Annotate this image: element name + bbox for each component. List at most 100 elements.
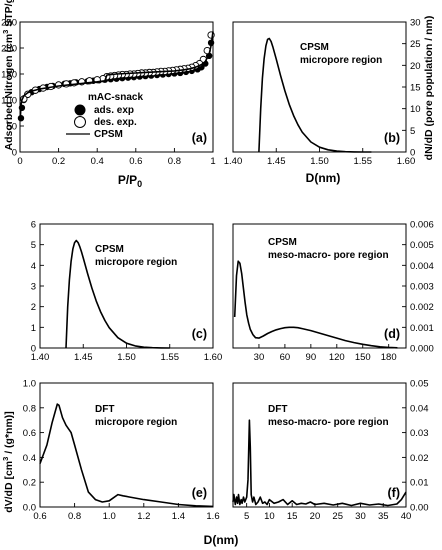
- panel-e-series-line: [39, 403, 214, 508]
- panel-e-title-line: DFT: [95, 404, 114, 415]
- panel-d-frame: [232, 223, 407, 349]
- panel-a-xtick-label: 0.8: [168, 156, 181, 167]
- panel-d-xtick-label: 150: [355, 352, 371, 363]
- panel-e-xtick-label: 1.6: [206, 511, 219, 522]
- panel-b-ylabel: dN/dD (pore population / nm): [423, 16, 435, 161]
- panel-e-xtick-label: 0.8: [68, 511, 81, 522]
- panel-e-ytick-label: 0.0: [23, 503, 36, 514]
- panel-f-title-line: DFT: [268, 404, 287, 415]
- panel-f-ytick-label: 0.00: [410, 503, 429, 514]
- panel-d-title-line: meso-macro- pore region: [268, 250, 389, 261]
- panel-e-dft-micropore: 0.6 0.8 1.0 1.2 1.4 1.6 0.0 0.2 0.4 0.6 0.8 1.0 (e) D…: [23, 379, 220, 523]
- panel-c-xtick-label: 1.40: [31, 352, 50, 363]
- panel-a-xtick-label: 0.2: [52, 156, 65, 167]
- panel-a-xtick-label: 0.6: [129, 156, 142, 167]
- panel-a-legend-title: mAC-snack: [88, 92, 143, 103]
- panel-b-xtick-label: 1.50: [310, 156, 329, 167]
- panel-c-title-line: CPSM: [95, 244, 124, 255]
- panel-b-series-line: [258, 37, 372, 153]
- panel-c-xtick-label: 1.60: [204, 352, 223, 363]
- panel-e-ytick-label: 0.4: [23, 453, 36, 464]
- panel-e-title-line: micropore region: [95, 417, 177, 428]
- panel-e-letter: (e): [192, 486, 207, 500]
- panel-f-xtick-label: 40: [401, 511, 412, 522]
- panel-a-xlabel-sub: 0: [137, 179, 142, 189]
- panel-a-ytick-label: 50: [6, 122, 17, 133]
- panel-d-title-line: CPSM: [268, 237, 297, 248]
- panel-a-ytick-label: 250: [1, 18, 17, 29]
- panel-a-ylabel-main: Adsorbed Nitrogen (cm: [3, 34, 15, 151]
- panel-b-ytick-label: 15: [410, 83, 421, 94]
- panel-a-ytick-label: 150: [1, 70, 17, 81]
- panel-f-letter: (f): [388, 486, 401, 500]
- panel-b-xtick-label: 1.45: [267, 156, 286, 167]
- panel-a-legend-entry: des. exp.: [94, 117, 137, 128]
- panel-f-ytick-label: 0.02: [410, 453, 429, 464]
- panel-e-xtick-label: 1.0: [103, 511, 116, 522]
- panel-d-ytick-label: 0.004: [410, 261, 434, 272]
- panel-f-xtick-label: 35: [378, 511, 389, 522]
- panel-d-series-line: [233, 260, 398, 349]
- panel-d-letter: (d): [384, 327, 400, 341]
- panel-d-xtick-label: 180: [381, 352, 397, 363]
- lower-ylabel-sup: 3: [1, 457, 10, 461]
- panel-a-frame: [19, 21, 214, 153]
- panel-c-ytick-label: 3: [31, 282, 36, 293]
- panel-b-ytick-label: 0: [410, 148, 415, 159]
- panel-e-xtick-label: 1.4: [172, 511, 185, 522]
- panel-e-xtick-label: 1.2: [137, 511, 150, 522]
- panel-d-xtick-label: 90: [306, 352, 317, 363]
- panel-c-ytick-label: 4: [31, 261, 36, 272]
- panel-b-cpsm-micropore-number: 1.40 1.45 1.50 1.55 1.600 5 10 15 20 25 30 (b) CPSM m…: [224, 18, 421, 168]
- panel-d-cpsm-mesomacropore: 30 60 90 120 150 180 0.000 0.001 0.002 0.003 0.004…: [232, 220, 434, 363]
- panel-b-ytick-label: 25: [410, 39, 421, 50]
- panel-a-ytick-label: 0: [12, 148, 17, 159]
- panel-b-ytick-label: 10: [410, 104, 421, 115]
- panel-d-ytick-label: 0.006: [410, 220, 434, 231]
- panel-d-ytick-label: 0.002: [410, 302, 434, 313]
- panel-d-ytick-label: 0.000: [410, 344, 434, 355]
- panel-b-xlabel: D(nm): [306, 171, 341, 185]
- panel-a-ads-point: [18, 104, 26, 112]
- panel-c-letter: (c): [192, 327, 207, 341]
- panel-d-xtick-label: 60: [280, 352, 291, 363]
- lower-ylabel-post: / (g*nm)]: [3, 411, 15, 457]
- panel-c-title-line: micropore region: [95, 257, 177, 268]
- panel-f-xtick-label: 15: [287, 511, 298, 522]
- panel-a-ylabel-tail: STP/g): [3, 0, 15, 30]
- panel-a-series-line-cpsm: [19, 31, 214, 121]
- panel-d-ytick-label: 0.001: [410, 323, 434, 334]
- panel-f-dft-mesomacropore: 5 10 15 20 25 30 35 400.00 0.01 0.02 0.03 0.04 0.05 (…: [232, 379, 429, 522]
- lower-ylabel: dV/dD [cm3 / (g*nm)]: [1, 411, 15, 513]
- panel-e-ytick-label: 0.8: [23, 403, 36, 414]
- panel-f-series-line: [232, 419, 407, 507]
- panel-f-title-line: meso-macro- pore region: [268, 417, 389, 428]
- panel-c-cpsm-micropore-volume: 1.40 1.45 1.50 1.55 1.60 0 1 2 3 4 5 6 (c) CPSM microp…: [31, 220, 223, 364]
- panel-d-ytick-label: 0.003: [410, 282, 434, 293]
- panel-a-legend-entry: ads. exp: [94, 105, 134, 116]
- legend-des-marker: [74, 116, 86, 128]
- panel-f-xtick-label: 10: [264, 511, 275, 522]
- panel-a-letter: (a): [192, 131, 207, 145]
- panel-c-ytick-label: 6: [31, 220, 36, 231]
- panel-a-adsorption-isotherm: 0 0.2 0.4 0.6 0.8 1 0 50 100 150 200 250 (a) mAC-snac…: [1, 18, 216, 168]
- panel-e-xtick-label: 0.6: [33, 511, 46, 522]
- panel-c-ytick-label: 2: [31, 302, 36, 313]
- panel-f-xtick-label: 5: [244, 511, 249, 522]
- panel-c-xtick-label: 1.45: [74, 352, 93, 363]
- panel-a-xtick-label: 0.4: [91, 156, 104, 167]
- panel-b-xtick-label: 1.55: [354, 156, 373, 167]
- panel-f-ytick-label: 0.01: [410, 478, 429, 489]
- panel-d-xtick-label: 120: [329, 352, 345, 363]
- panel-b-ytick-label: 20: [410, 61, 421, 72]
- panel-c-series-line: [65, 239, 170, 349]
- panel-b-title-line: CPSM: [300, 42, 329, 53]
- lower-ylabel-main: dV/dD [cm: [3, 461, 15, 513]
- panel-c-frame: [39, 223, 214, 349]
- panel-a-ytick-label: 100: [1, 96, 17, 107]
- panel-a-ytick-label: 200: [1, 44, 17, 55]
- panel-f-xtick-label: 30: [355, 511, 366, 522]
- panel-a-xtick-label: 0: [17, 156, 22, 167]
- panel-e-ytick-label: 0.6: [23, 428, 36, 439]
- panel-b-ytick-label: 30: [410, 18, 421, 29]
